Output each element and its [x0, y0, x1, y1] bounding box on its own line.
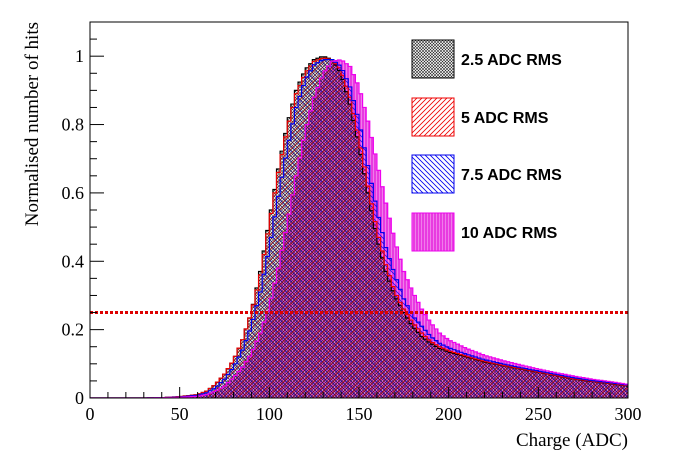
- y-tick-label: 0: [75, 388, 84, 408]
- y-tick-label: 0.4: [62, 251, 85, 271]
- legend-label-5-adc-rms: 5 ADC RMS: [461, 110, 549, 127]
- y-tick-label: 1: [75, 46, 84, 66]
- y-axis-title: Normalised number of hits: [22, 22, 43, 226]
- x-tick-label: 250: [525, 404, 552, 424]
- x-axis-title: Charge (ADC): [516, 430, 628, 451]
- x-tick-label: 0: [86, 404, 95, 424]
- legend: 2.5 ADC RMS 5 ADC RMS 7.5 ADC RMS 10 ADC RM…: [411, 39, 562, 252]
- series-line-10-adc-rms: [90, 59, 628, 398]
- series-fill-2-5-adc-rms: [90, 56, 628, 398]
- legend-swatch-5-adc-rms: [411, 97, 455, 137]
- legend-swatch-10-adc-rms: [411, 212, 455, 252]
- legend-swatch-2-5-adc-rms: [411, 39, 455, 79]
- x-tick-label: 200: [435, 404, 462, 424]
- series-line-5-adc-rms: [90, 57, 628, 398]
- x-tick-label: 100: [256, 404, 283, 424]
- axes: 0 50 100 150 200 250 300 0 0.2 0.4 0.6 0.8 1: [62, 21, 642, 424]
- legend-label-7-5-adc-rms: 7.5 ADC RMS: [461, 167, 562, 184]
- legend-swatch-7-5-adc-rms: [411, 154, 455, 194]
- series-line-7-5-adc-rms: [90, 59, 628, 398]
- y-tick-label: 0.2: [62, 320, 85, 340]
- legend-label-2-5-adc-rms: 2.5 ADC RMS: [461, 52, 562, 69]
- histogram-fills: [90, 56, 628, 398]
- x-tick-label: 50: [171, 404, 189, 424]
- y-tick-label: 0.6: [62, 183, 85, 203]
- x-tick-label: 300: [615, 404, 642, 424]
- legend-label-10-adc-rms: 10 ADC RMS: [461, 225, 558, 242]
- x-tick-label: 150: [346, 404, 373, 424]
- y-tick-label: 0.8: [62, 115, 85, 135]
- histogram-outlines: [90, 56, 628, 398]
